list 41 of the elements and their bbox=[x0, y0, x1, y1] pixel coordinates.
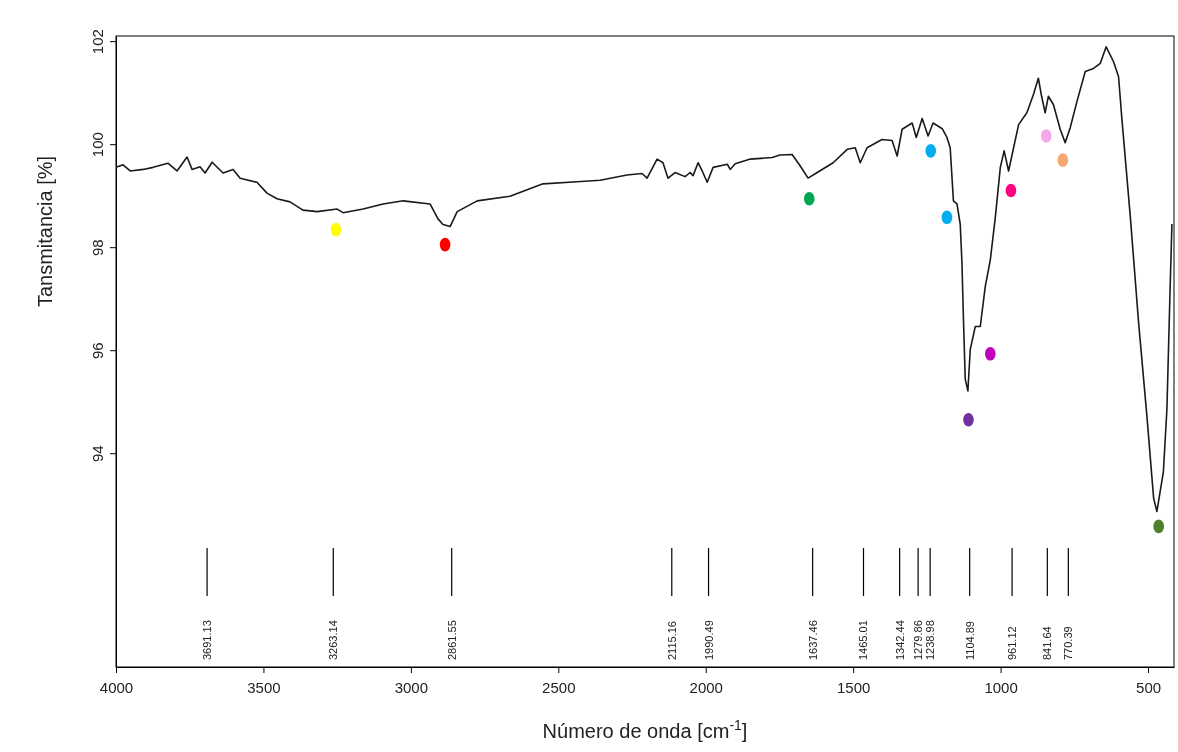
x-tick-label: 1500 bbox=[836, 678, 871, 696]
annotation: 2861.55 bbox=[445, 620, 458, 660]
annotation: 1279.86 bbox=[912, 620, 925, 660]
annotation: 1104.89 bbox=[963, 621, 976, 660]
point bbox=[984, 347, 996, 361]
x-tick-label: 3000 bbox=[394, 678, 429, 696]
annotation: 1238.98 bbox=[924, 620, 937, 660]
x-tick-label: 500 bbox=[1136, 678, 1162, 696]
annotation: 1342.44 bbox=[893, 620, 906, 660]
x-tick-label: 2500 bbox=[542, 678, 576, 696]
annotation: 3263.14 bbox=[327, 620, 340, 660]
x-tick-label: 3500 bbox=[247, 678, 281, 696]
y-tick-label: 96 bbox=[89, 342, 106, 360]
annotation: 841.64 bbox=[1041, 626, 1054, 660]
x-tick-label: 1000 bbox=[984, 678, 1018, 696]
point bbox=[439, 237, 451, 252]
annotation: 770.39 bbox=[1062, 626, 1075, 660]
annotation: 1990.49 bbox=[702, 620, 715, 660]
y-tick-label: 102 bbox=[89, 29, 106, 55]
point bbox=[1041, 129, 1052, 143]
annotation: 2115.16 bbox=[665, 621, 678, 660]
point bbox=[1057, 153, 1069, 167]
point bbox=[941, 210, 953, 225]
y-tick-label: 100 bbox=[89, 132, 106, 158]
point bbox=[1153, 519, 1164, 534]
x-tick-label: 2000 bbox=[689, 678, 723, 696]
point bbox=[925, 144, 937, 158]
y-tick-label: 98 bbox=[89, 239, 106, 257]
point bbox=[963, 412, 974, 427]
x-axis-title: Número de onda [cm$^{-1}$] bbox=[542, 717, 748, 742]
y-axis-title: Tansmitancia [%] bbox=[34, 155, 56, 308]
line-series bbox=[115, 46, 1173, 513]
annotation: 1637.46 bbox=[806, 620, 819, 660]
annotation: 1465.01 bbox=[857, 620, 870, 660]
annotation: 3691.13 bbox=[201, 620, 214, 660]
annotation: 961.12 bbox=[1006, 626, 1019, 660]
y-tick-label: 94 bbox=[89, 445, 106, 463]
point bbox=[330, 222, 342, 237]
point bbox=[1005, 183, 1017, 198]
x-tick-label: 4000 bbox=[99, 678, 134, 696]
point bbox=[803, 191, 815, 206]
